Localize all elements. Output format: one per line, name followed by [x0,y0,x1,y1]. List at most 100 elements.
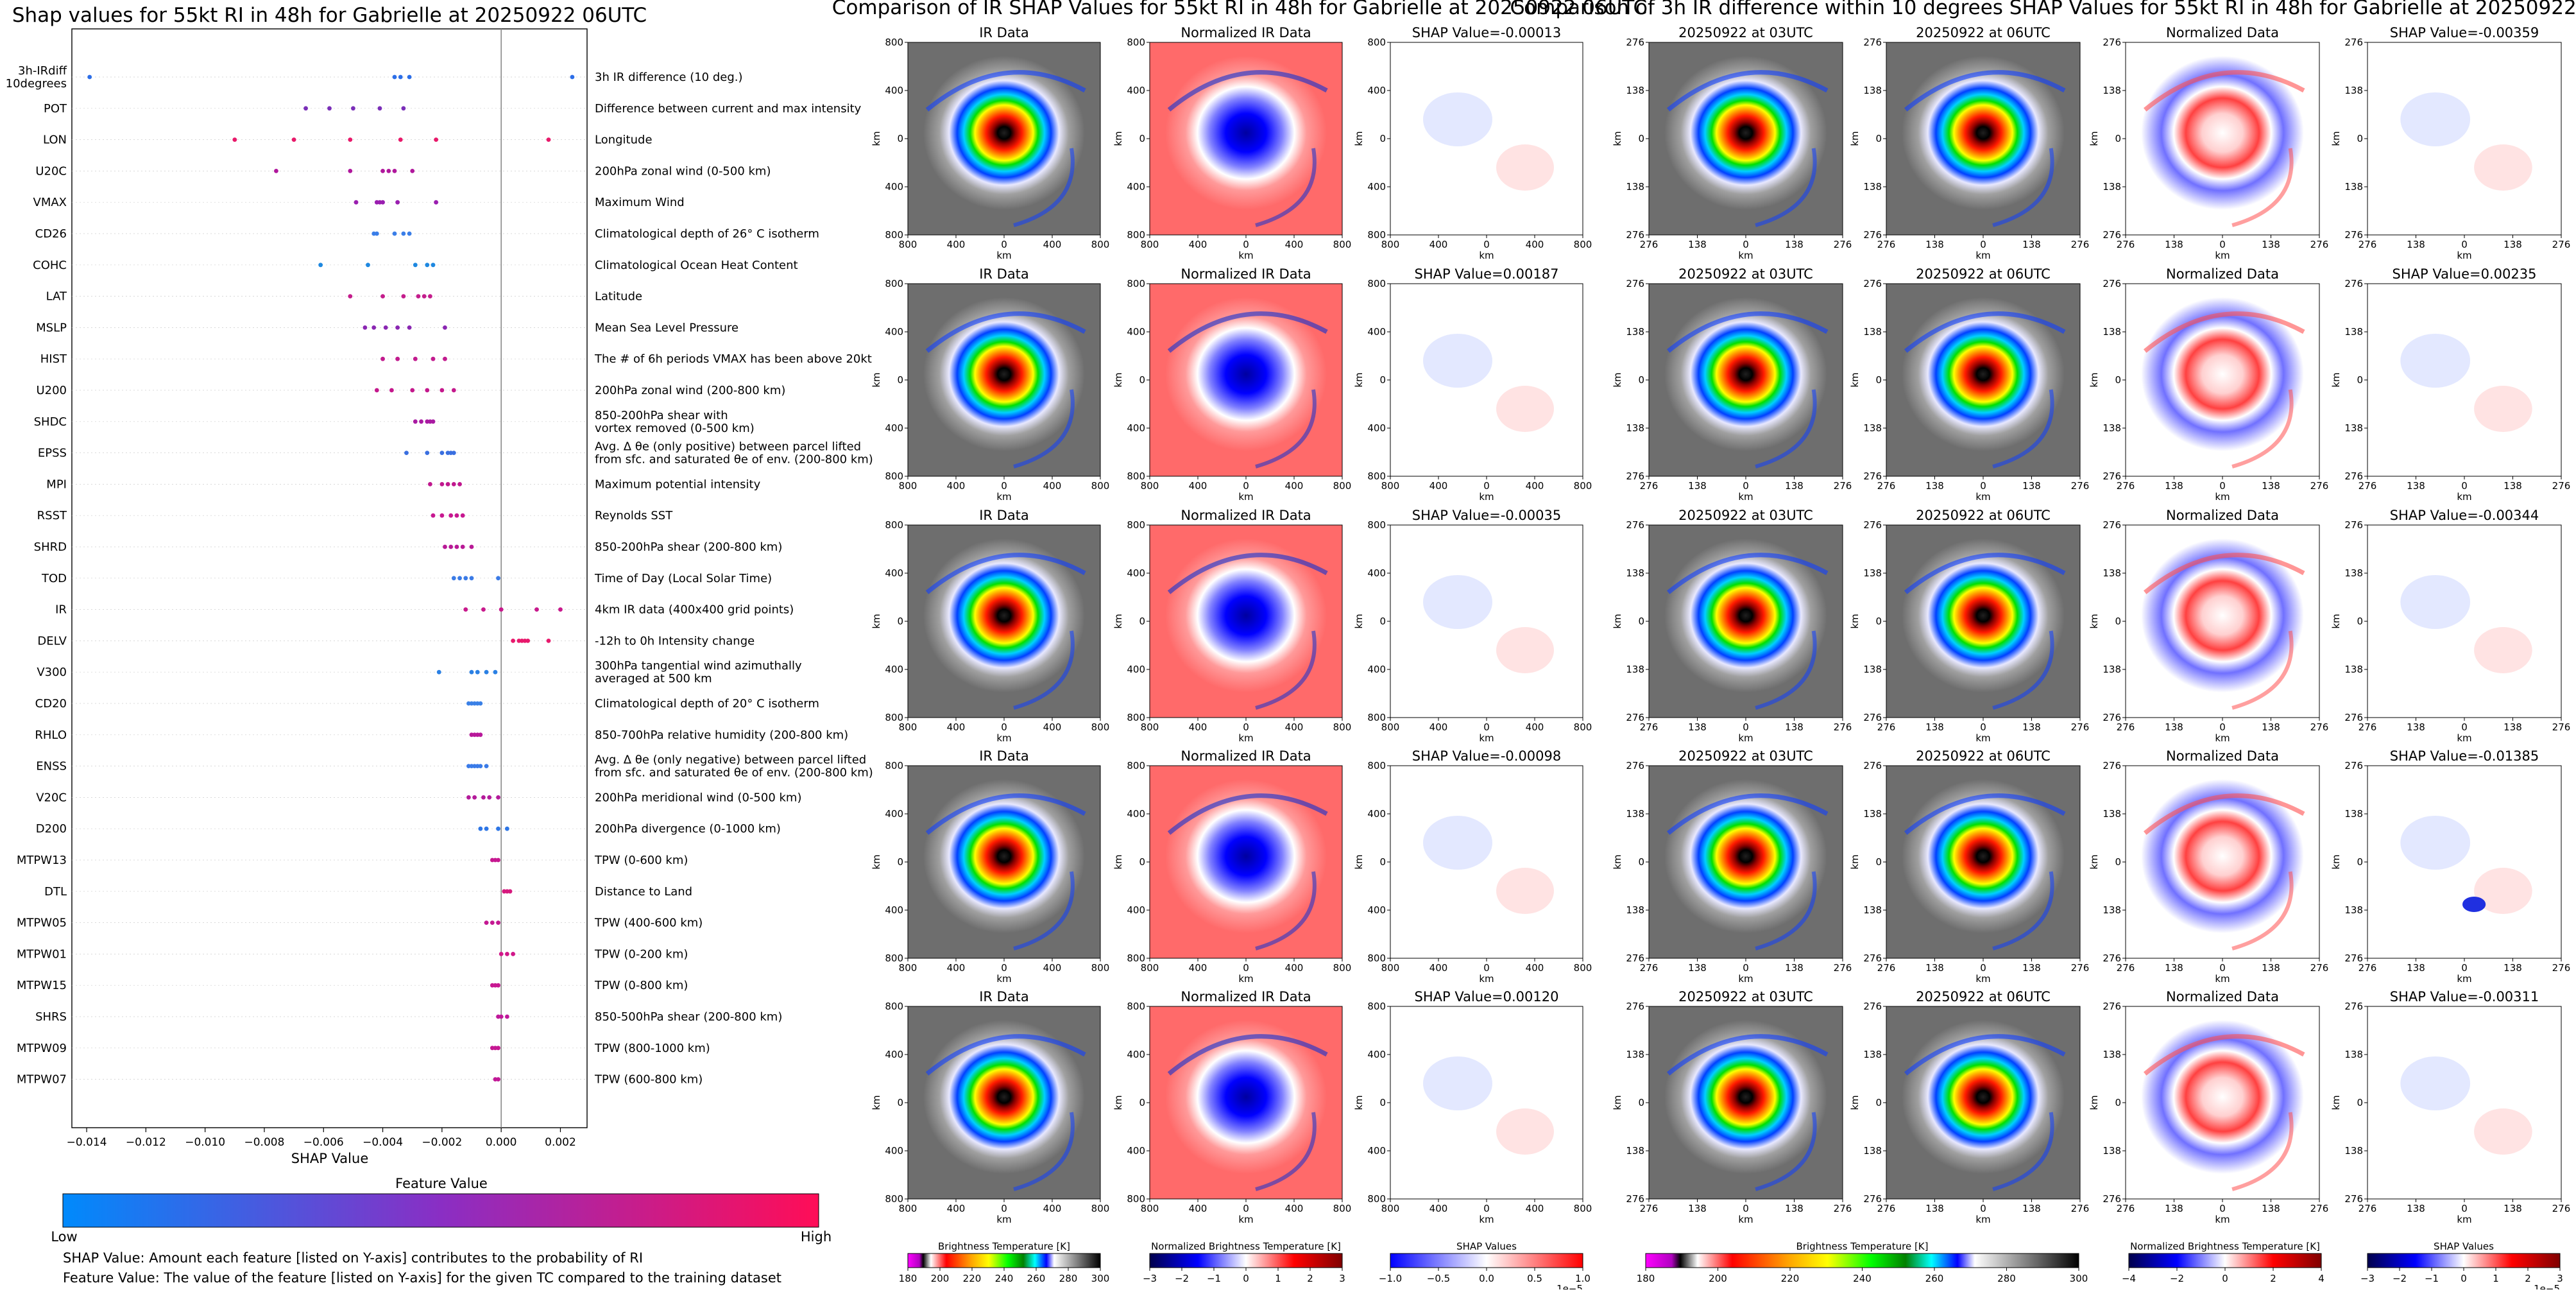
shap-point [395,325,400,330]
y-tick-label: 800 [885,278,903,289]
ir-colorbar-tick-label: 220 [963,1273,982,1284]
shap-point [445,482,450,487]
y-axis-unit: km [2330,131,2342,146]
shap-point [448,513,454,518]
shap-colorbar [1390,1253,1583,1268]
ir-diff-colorbar-tick-label: 180 [1637,1273,1655,1284]
y-tick-label: 276 [1626,952,1644,964]
shap-blob-negative [1423,575,1492,629]
y-tick-label: 138 [2344,1145,2363,1157]
x-axis-unit: km [1238,973,1253,985]
rain-band [1666,70,1829,112]
x-tick-label: 138 [2022,962,2041,974]
shap-point [425,388,430,393]
y-tick-label: 138 [2103,567,2121,579]
normalized-colorbar [1149,1253,1343,1268]
shap-point [428,482,432,487]
x-axis-unit: km [1238,491,1253,503]
y-tick-label: 0 [1379,1097,1386,1108]
y-tick-label: 0 [1139,1097,1145,1108]
feature-description: TPW (0-600 km) [594,854,688,867]
shap-point [383,325,388,330]
x-tick-label: 138 [2165,721,2183,733]
shap-blob-positive [1496,386,1554,432]
shap-blob-negative [1423,92,1492,146]
shap-image-background [1390,284,1583,476]
shap-point [481,795,486,800]
rain-band [2231,871,2294,951]
y-tick-label: 138 [2103,1049,2121,1060]
normalized-colorbar-tick-label: 1 [1275,1273,1281,1284]
shap-image-background [1390,525,1583,718]
rain-band [1992,148,2054,227]
shap-point [496,826,500,831]
y-tick-label: 800 [1367,1193,1386,1205]
shap-point [525,639,531,643]
y-tick-label: 276 [2103,470,2121,482]
x-tick-label: 0 [2219,480,2226,492]
y-tick-label: 276 [2103,712,2121,723]
shap-diff-colorbar [2367,1253,2561,1268]
rain-band [1013,389,1075,469]
shap-point [478,701,483,706]
rain-band [1167,70,1328,112]
ir-diff-colorbar-tick-label: 220 [1781,1273,1800,1284]
shap-point [398,74,403,80]
y-tick-label: 800 [885,519,903,531]
y-tick-label: 400 [1367,567,1386,579]
x-axis-unit: km [1479,250,1494,261]
x-tick-label: 276 [2117,1203,2135,1214]
y-tick-label: 276 [1863,37,1882,48]
y-tick-label: 276 [1863,229,1882,241]
rain-band [2143,1034,2305,1076]
shap-point [366,263,370,268]
y-tick-label: 138 [1863,422,1882,434]
y-tick-label: 138 [2344,808,2363,820]
panel-title: Normalized Data [2166,266,2279,282]
x-tick-label: 800 [1333,721,1352,733]
x-axis-unit: km [1479,732,1494,744]
shap-point [558,607,563,612]
rain-band [1904,1034,2066,1076]
x-tick-label: 800 [899,962,917,974]
x-tick-label: 276 [1640,480,1659,492]
y-tick-label: 138 [2344,567,2363,579]
shap-point [351,106,355,111]
y-tick-label: 0 [1638,616,1644,627]
y-tick-label: 400 [1367,808,1386,820]
panel-title: Normalized IR Data [1181,25,1311,40]
x-tick-label: 400 [947,1203,966,1214]
x-tick-label: 276 [2552,1203,2571,1214]
normalized-diff-colorbar-tick-label: 4 [2318,1273,2324,1284]
x-tick-label: 0 [1001,1203,1007,1214]
y-tick-label: 276 [2344,37,2363,48]
storm-core [2141,538,2304,693]
feature-description: Reynolds SST [595,509,673,522]
x-tick-label: 0 [2461,239,2468,250]
y-axis-unit: km [1353,372,1365,387]
feature-label: RSST [37,509,67,522]
x-tick-label: 0 [1743,480,1749,492]
rain-band [1013,871,1075,951]
feature-label: MTPW13 [17,854,67,867]
feature-label: MSLP [36,321,67,334]
shap-point [413,263,418,268]
shap-point [428,294,432,298]
storm-core [923,1020,1085,1174]
storm-core [1664,1020,1827,1174]
shap-point [354,200,359,205]
feature-label: D200 [36,822,67,836]
shap-diff-colorbar-exponent: 1e−5 [2534,1283,2560,1289]
x-tick-label: 0 [1243,962,1249,974]
y-axis-unit: km [871,372,882,387]
x-tick-label: 276 [1834,1203,1852,1214]
x-tick-label: 138 [1925,962,1944,974]
shap-point [504,826,509,831]
x-tick-label: 276 [2071,239,2090,250]
shap-point [511,639,516,643]
shap-point [496,576,500,581]
y-axis-unit: km [1612,372,1623,387]
x-tick-label: 0 [1243,480,1249,492]
panel-title: 20250922 at 06UTC [1916,748,2051,764]
shap-point [274,169,278,173]
